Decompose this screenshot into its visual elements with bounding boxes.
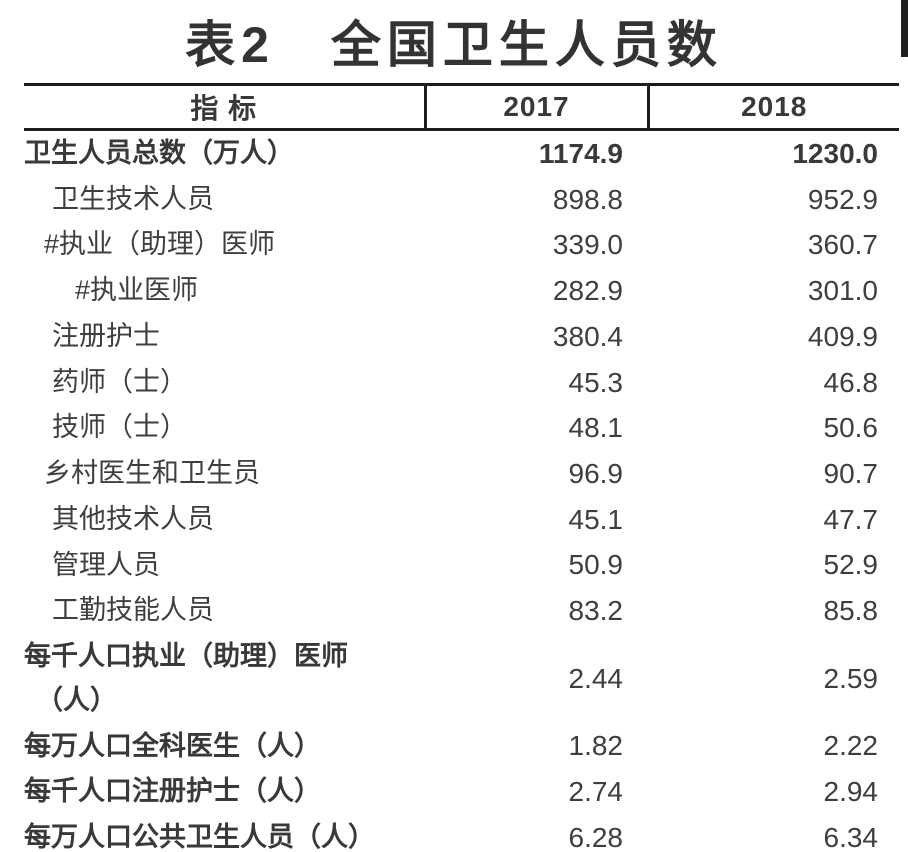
- row-value-2017: 45.3: [568, 366, 624, 398]
- row-label-text: 管理人员: [52, 549, 160, 580]
- row-label: 工勤技能人员: [24, 588, 425, 634]
- row-label-text: 每万人口全科医生（人）: [24, 730, 321, 761]
- row-value-2018: 52.9: [823, 549, 879, 581]
- row-value-2018: 2.59: [823, 662, 879, 694]
- row-label-text: #执业医师: [75, 275, 199, 306]
- row-label-text: 其他技术人员: [52, 503, 214, 534]
- row-value-2018: 6.34: [823, 821, 879, 852]
- row-label-text: 注册护士: [52, 320, 160, 351]
- row-value-2018: 50.6: [823, 412, 879, 444]
- row-label-text: 每千人口执业（助理）医师: [24, 641, 348, 672]
- table-row: 管理人员 50.9 52.9: [24, 543, 899, 589]
- row-value-2017: 2.44: [568, 662, 624, 694]
- row-value-2018: 2.94: [823, 776, 879, 808]
- row-label-text: #执业（助理）医师: [44, 229, 276, 260]
- row-label-text: 工勤技能人员: [52, 595, 214, 626]
- row-value-2017: 96.9: [568, 458, 624, 489]
- row-value-2017: 48.1: [568, 412, 624, 444]
- table-header-row: 指 标 2017 2018: [24, 84, 899, 131]
- row-label: 药师（士）: [24, 360, 425, 406]
- table-row: #执业医师 282.9 301.0: [24, 268, 899, 314]
- table-row: 卫生技术人员 898.8 952.9: [24, 177, 899, 223]
- table-row: 每千人口执业（助理）医师 （人） 2.44 2.59: [24, 634, 899, 723]
- row-value-2018: 360.7: [807, 229, 878, 261]
- row-value-2018: 2.22: [823, 730, 879, 762]
- row-value-2018: 1230.0: [792, 137, 878, 169]
- row-value-2017: 50.9: [568, 549, 624, 581]
- table-row: 每千人口注册护士（人） 2.74 2.94: [24, 769, 899, 815]
- row-label: 管理人员: [24, 543, 425, 589]
- table-body: 卫生人员总数（万人） 1174.9 1230.0 卫生技术人员 898.8 95…: [24, 130, 899, 852]
- row-label: 卫生人员总数（万人）: [24, 130, 425, 177]
- table-row: 每万人口公共卫生人员（人） 6.28 6.34: [24, 815, 899, 852]
- row-label: 卫生技术人员: [24, 177, 425, 223]
- row-label-text: 卫生人员总数（万人）: [24, 138, 294, 168]
- header-2017: 2017: [423, 84, 648, 131]
- health-personnel-table: 指 标 2017 2018 卫生人员总数（万人） 1174.9 1230.0 卫…: [24, 83, 899, 852]
- row-value-2018: 301.0: [807, 275, 878, 307]
- table-row: 技师（士） 48.1 50.6: [24, 405, 899, 451]
- row-label: 每万人口公共卫生人员（人）: [24, 815, 425, 852]
- row-value-2018: 90.7: [823, 458, 879, 489]
- row-value-2017: 2.74: [568, 776, 624, 808]
- row-label: 其他技术人员: [24, 497, 425, 543]
- row-label: 注册护士: [24, 314, 425, 360]
- table-row: 药师（士） 45.3 46.8: [24, 360, 899, 406]
- table-title: 表2 全国卫生人员数: [185, 17, 723, 73]
- row-value-2018: 47.7: [823, 503, 879, 535]
- header-indicator: 指 标: [24, 84, 425, 131]
- row-label-text: 卫生技术人员: [52, 183, 214, 214]
- row-value-2017: 45.1: [568, 503, 624, 535]
- row-value-2018: 409.9: [807, 320, 878, 352]
- table-row: 其他技术人员 45.1 47.7: [24, 497, 899, 543]
- row-label: 每千人口注册护士（人）: [24, 769, 425, 815]
- table-row: 每万人口全科医生（人） 1.82 2.22: [24, 724, 899, 770]
- table-header: 指 标 2017 2018: [24, 84, 899, 131]
- top-right-edge-bar: [901, 0, 908, 57]
- row-value-2017: 1.82: [568, 730, 624, 762]
- row-value-2017: 380.4: [552, 320, 623, 352]
- row-label-text-line2: （人）: [36, 684, 117, 715]
- row-label-text: 每万人口公共卫生人员（人）: [24, 822, 375, 852]
- row-value-2018: 85.8: [823, 595, 879, 627]
- row-label: 技师（士）: [24, 405, 425, 451]
- row-value-2017: 898.8: [552, 183, 623, 215]
- row-label: #执业医师: [24, 268, 425, 314]
- row-label-text: 乡村医生和卫生员: [44, 458, 260, 489]
- row-value-2017: 6.28: [568, 821, 624, 852]
- table-row: 注册护士 380.4 409.9: [24, 314, 899, 360]
- row-label-text: 药师（士）: [52, 366, 187, 397]
- row-value-2018: 952.9: [807, 183, 878, 215]
- row-value-2017: 339.0: [552, 229, 623, 261]
- row-label: 每千人口执业（助理）医师 （人）: [24, 634, 425, 723]
- row-value-2017: 1174.9: [538, 137, 623, 169]
- row-label: #执业（助理）医师: [24, 222, 425, 268]
- row-value-2018: 46.8: [823, 366, 879, 398]
- table-row: 乡村医生和卫生员 96.9 90.7: [24, 451, 899, 497]
- header-2018: 2018: [646, 84, 899, 131]
- table-row: 工勤技能人员 83.2 85.8: [24, 588, 899, 634]
- row-value-2017: 282.9: [552, 275, 623, 307]
- row-label-text: 每千人口注册护士（人）: [24, 776, 321, 807]
- table-row: 卫生人员总数（万人） 1174.9 1230.0: [24, 130, 899, 177]
- table-row: #执业（助理）医师 339.0 360.7: [24, 222, 899, 268]
- row-label: 每万人口全科医生（人）: [24, 724, 425, 770]
- row-value-2017: 83.2: [568, 595, 624, 627]
- row-label: 乡村医生和卫生员: [24, 451, 425, 497]
- row-label-text: 技师（士）: [52, 412, 187, 443]
